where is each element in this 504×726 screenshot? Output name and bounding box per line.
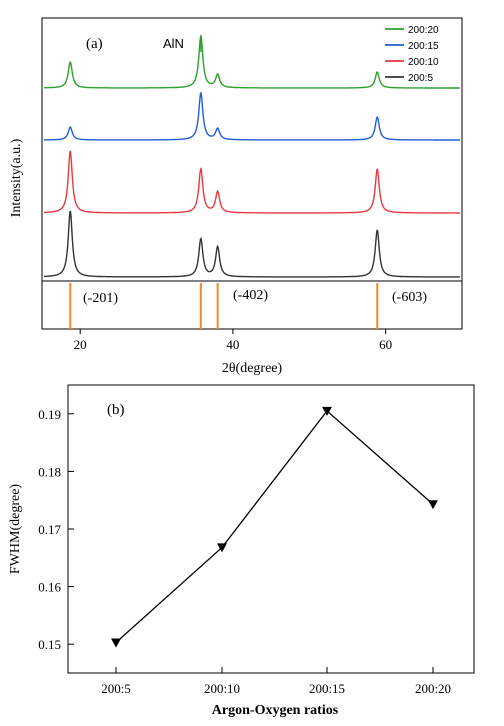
fwhm-x-axis-label: Argon-Oxygen ratios (212, 703, 339, 718)
fwhm-line (115, 409, 434, 643)
fwhm-y-ticks: 0.15 0.16 0.17 0.18 0.19 (38, 407, 74, 652)
xrd-series-line (44, 210, 461, 278)
fwhm-y-tick-label: 0.16 (38, 580, 61, 595)
fwhm-point (217, 543, 227, 553)
fwhm-series (111, 406, 438, 648)
legend-entry: 200:10 (408, 57, 439, 68)
fwhm-y-tick-label: 0.19 (38, 407, 61, 422)
xrd-x-tick-label: 20 (74, 337, 87, 352)
fwhm-panel-label: (b) (107, 402, 125, 418)
fwhm-point (322, 406, 332, 416)
reference-peak-label: (-201) (83, 291, 118, 306)
fwhm-x-tick-label: 200:20 (415, 681, 451, 696)
xrd-series-line (43, 150, 460, 214)
fwhm-x-ticks: 200:5 200:10 200:15 200:20 (101, 667, 451, 696)
fwhm-plot-frame (67, 384, 475, 674)
xrd-y-axis-label: Intensity(a.u.) (9, 138, 24, 217)
fwhm-y-axis-label: FWHM(degree) (8, 484, 23, 575)
fwhm-y-tick-label: 0.18 (38, 464, 61, 479)
fwhm-x-tick-label: 200:5 (101, 681, 131, 696)
xrd-x-tick-label: 40 (226, 337, 239, 352)
xrd-x-tick-label: 60 (379, 337, 392, 352)
aln-annotation: AlN (163, 36, 184, 51)
reference-peak-label: (-402) (233, 288, 268, 303)
legend-entry: 200:15 (408, 41, 439, 52)
legend-entry: 200:5 (408, 73, 433, 84)
xrd-x-ticks: 20 40 60 (74, 329, 392, 352)
fwhm-x-tick-label: 200:15 (309, 681, 345, 696)
xrd-legend: 200:20 200:15 200:10 200:5 (385, 25, 439, 84)
reference-peak-label: (-603) (392, 290, 427, 305)
fwhm-point (428, 500, 438, 510)
fwhm-point (111, 638, 121, 648)
legend-entry: 200:20 (408, 25, 439, 36)
xrd-panel-label: (a) (86, 36, 103, 52)
fwhm-x-tick-label: 200:10 (204, 681, 240, 696)
fwhm-y-tick-label: 0.17 (38, 522, 61, 537)
xrd-plot-frame (41, 17, 463, 330)
fwhm-panel: (b) FWHM(degree) Argon-Oxygen ratios 0.1… (8, 384, 475, 718)
fwhm-y-tick-label: 0.15 (38, 637, 61, 652)
reference-peaks-group: (-201) (-402) (-603) (69, 36, 427, 329)
xrd-series-line (44, 91, 460, 141)
xrd-x-axis-label: 2θ(degree) (222, 361, 283, 376)
xrd-series-line (44, 33, 460, 89)
xrd-panel: (a) AlN Intensity(a.u.) 2θ(degree) (-201… (9, 17, 463, 376)
xrd-series-group (43, 33, 461, 278)
